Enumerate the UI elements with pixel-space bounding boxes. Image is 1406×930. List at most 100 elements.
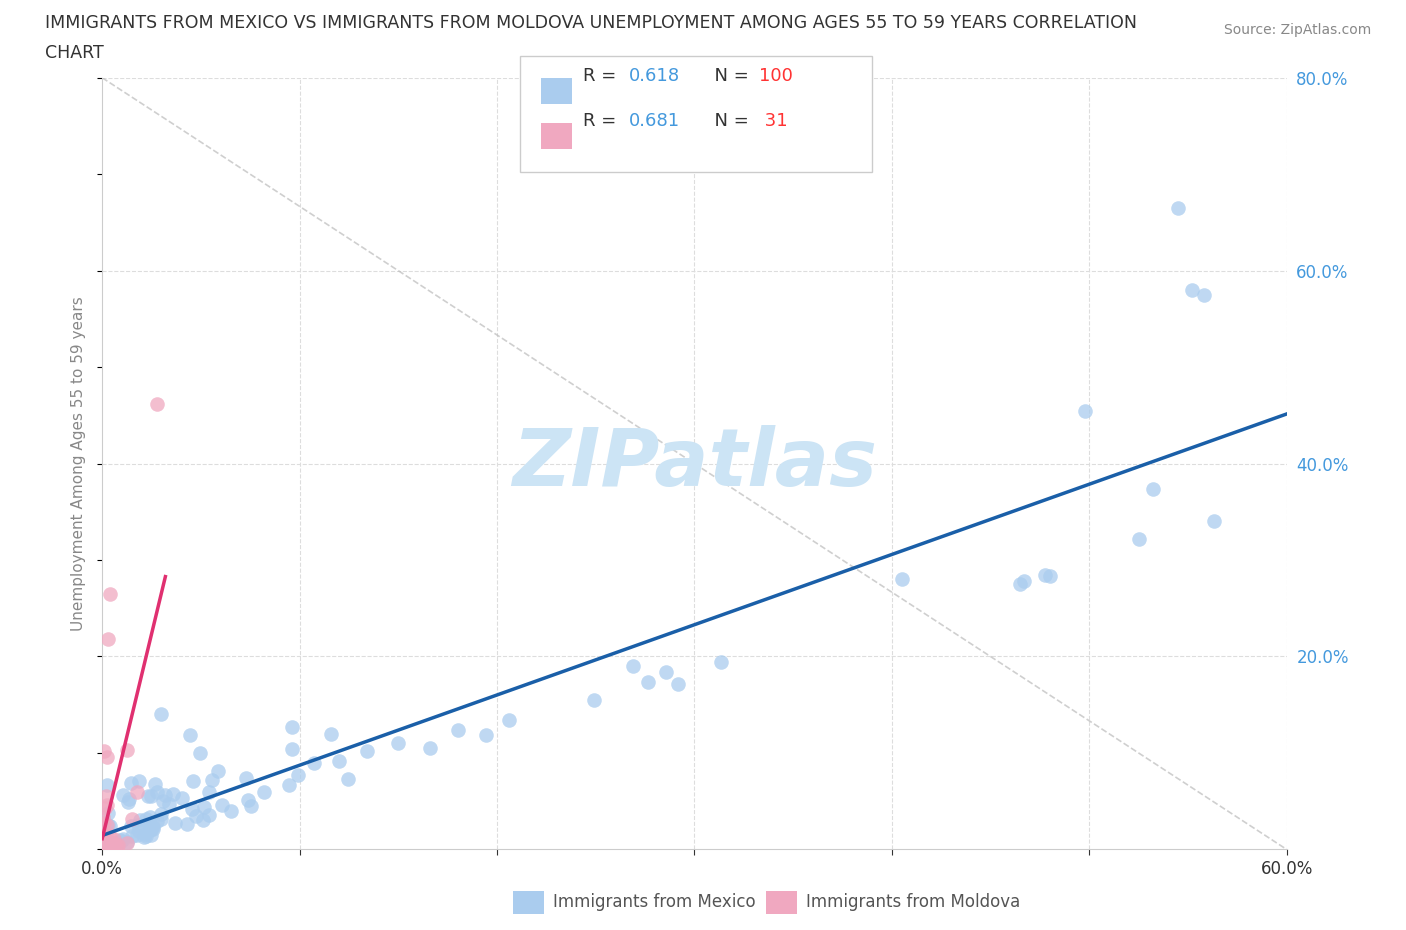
- Point: [253, 785, 276, 800]
- Point: [134, 830, 156, 844]
- Point: [96, 750, 118, 764]
- Point: [666, 676, 689, 691]
- Point: [94, 839, 117, 854]
- Point: [498, 713, 520, 728]
- Point: [121, 811, 143, 826]
- Point: [149, 807, 172, 822]
- Point: [120, 776, 142, 790]
- Point: [149, 707, 172, 722]
- Point: [142, 822, 165, 837]
- Point: [621, 658, 644, 673]
- Point: [112, 788, 135, 803]
- Point: [97, 834, 120, 849]
- Point: [582, 693, 605, 708]
- Point: [96, 788, 118, 803]
- Point: [191, 812, 214, 827]
- Point: [890, 572, 912, 587]
- Point: [235, 770, 257, 785]
- Point: [134, 827, 156, 842]
- Point: [142, 820, 165, 835]
- Point: [115, 835, 138, 850]
- Point: [107, 838, 129, 853]
- Point: [1192, 287, 1215, 302]
- Point: [141, 820, 163, 835]
- Y-axis label: Unemployment Among Ages 55 to 59 years: Unemployment Among Ages 55 to 59 years: [72, 297, 86, 631]
- Point: [181, 802, 204, 817]
- Point: [103, 831, 125, 846]
- Point: [1008, 577, 1031, 591]
- Point: [328, 754, 350, 769]
- Text: IMMIGRANTS FROM MEXICO VS IMMIGRANTS FROM MOLDOVA UNEMPLOYMENT AMONG AGES 55 TO : IMMIGRANTS FROM MEXICO VS IMMIGRANTS FRO…: [45, 14, 1137, 32]
- Point: [186, 808, 208, 823]
- Point: [141, 827, 163, 842]
- Point: [287, 767, 309, 782]
- Point: [110, 832, 132, 847]
- Point: [111, 831, 134, 846]
- Point: [97, 817, 120, 832]
- Text: CHART: CHART: [45, 44, 104, 61]
- Point: [475, 727, 498, 742]
- Point: [117, 795, 139, 810]
- Point: [127, 785, 149, 800]
- Text: ZIPatlas: ZIPatlas: [512, 425, 877, 502]
- Text: 100: 100: [759, 67, 793, 85]
- Point: [207, 764, 229, 778]
- Point: [163, 816, 186, 830]
- Point: [103, 838, 125, 853]
- Point: [128, 774, 150, 789]
- Point: [1181, 283, 1204, 298]
- Point: [94, 839, 117, 854]
- Point: [135, 829, 157, 844]
- Point: [129, 812, 152, 827]
- Point: [201, 772, 224, 787]
- Point: [280, 741, 302, 756]
- Point: [96, 817, 118, 832]
- Point: [93, 744, 115, 759]
- Text: N =: N =: [703, 67, 755, 85]
- Point: [356, 744, 378, 759]
- Point: [96, 777, 118, 792]
- Point: [125, 828, 148, 843]
- Point: [93, 836, 115, 851]
- Point: [447, 723, 470, 737]
- Point: [98, 586, 121, 601]
- Point: [152, 793, 174, 808]
- Point: [97, 805, 120, 820]
- Point: [96, 825, 118, 840]
- Point: [1128, 532, 1150, 547]
- Point: [97, 839, 120, 854]
- Point: [149, 812, 172, 827]
- Point: [162, 786, 184, 801]
- Point: [127, 817, 149, 832]
- Point: [103, 838, 125, 853]
- Point: [136, 789, 159, 804]
- Point: [176, 817, 198, 831]
- Point: [1204, 513, 1226, 528]
- Point: [281, 719, 304, 734]
- Point: [93, 816, 115, 830]
- Point: [419, 741, 441, 756]
- Point: [146, 813, 169, 828]
- Point: [115, 743, 138, 758]
- Point: [387, 736, 409, 751]
- Point: [170, 790, 193, 805]
- Point: [105, 839, 128, 854]
- Point: [91, 832, 114, 847]
- Point: [637, 675, 659, 690]
- Point: [1012, 574, 1035, 589]
- Point: [96, 797, 118, 812]
- Point: [120, 818, 142, 833]
- Point: [91, 825, 114, 840]
- Point: [121, 829, 143, 844]
- Point: [91, 835, 114, 850]
- Point: [336, 772, 359, 787]
- Point: [240, 799, 263, 814]
- Point: [236, 792, 259, 807]
- Point: [1167, 201, 1189, 216]
- Point: [110, 833, 132, 848]
- Point: [103, 836, 125, 851]
- Point: [710, 655, 733, 670]
- Point: [1142, 482, 1164, 497]
- Point: [101, 838, 124, 853]
- Text: N =: N =: [703, 112, 755, 129]
